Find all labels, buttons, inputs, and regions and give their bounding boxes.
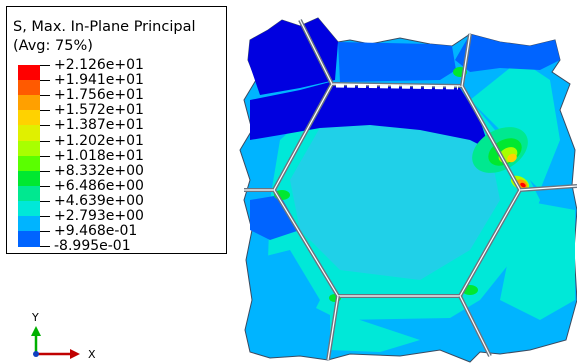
legend-value-label: +2.126e+01 [54,57,144,73]
x-arrowhead [70,349,80,359]
legend-tick [40,200,50,202]
legend-tick [40,216,50,217]
legend-tick [40,246,50,248]
legend-tick [40,231,50,233]
legend-value-label: +1.202e+01 [54,132,144,149]
legend-tick [40,185,50,187]
legend-swatch [18,125,40,142]
legend-tick [40,110,50,112]
coordinate-triad: Y X [30,312,110,362]
hotspot-yellow [507,153,517,163]
legend-subtitle: (Avg: 75%) [13,38,93,54]
legend: S, Max. In-Plane Principal (Avg: 75%) +2… [6,6,227,254]
legend-swatch [18,110,40,127]
hexagon-frame [244,19,577,361]
strut-inner [519,185,577,191]
strut-inner [459,295,491,357]
stress-zone-blue-left [250,250,320,340]
legend-value-label: +2.793e+00 [54,208,144,224]
legend-tick [40,155,50,157]
legend-color-scale [18,65,52,248]
legend-swatch [18,65,40,81]
stress-zone-blue-top-right [455,34,560,72]
legend-swatch [18,140,40,157]
legend-swatch [18,95,40,112]
legend-swatch [18,200,40,217]
legend-value-label: +8.332e+00 [54,162,144,179]
hotspot-corner-red [520,182,526,188]
stress-zone-blue-top [338,42,456,82]
legend-value-label: +1.756e+01 [54,87,144,104]
stress-zone-cyan-right [500,200,575,320]
legend-value-label: +1.018e+01 [54,147,144,164]
legend-tick [40,125,50,127]
strut-inner [299,19,333,85]
stress-zone-cyan-bottom [330,300,420,352]
stress-zone-deep-blue-top-left [248,18,338,95]
legend-title: S, Max. In-Plane Principal [13,19,196,35]
stress-zone-cyan-right-top [470,60,560,190]
legend-tick [40,140,50,142]
strut-inner [461,33,471,87]
legend-value-label: -8.995e-01 [54,238,131,255]
top-slit [335,84,459,90]
stress-zone-blue-left-mid [250,195,300,240]
strut-inner [327,295,339,361]
y-arrowhead [31,326,41,336]
legend-swatch [18,170,40,187]
legend-swatch [18,80,40,97]
legend-value-label: +1.387e+01 [54,117,144,134]
legend-value-label: +1.572e+01 [54,102,144,119]
legend-swatch [18,216,40,232]
legend-swatch [18,231,40,248]
legend-tick [40,65,50,66]
legend-tick [40,170,50,172]
legend-value-label: +6.486e+00 [54,177,144,194]
legend-value-label: +1.941e+01 [54,72,144,89]
stress-zone-deep-blue-band [250,82,490,150]
stress-zone-light-cyan [290,110,500,280]
legend-tick [40,80,50,82]
triad-origin [33,351,39,357]
x-axis-label: X [88,348,96,361]
legend-tick [40,95,50,97]
legend-value-label: +9.468e-01 [54,223,138,240]
legend-swatch [18,185,40,202]
y-axis-label: Y [32,311,39,324]
legend-swatch [18,155,40,172]
legend-value-label: +4.639e+00 [54,192,144,209]
